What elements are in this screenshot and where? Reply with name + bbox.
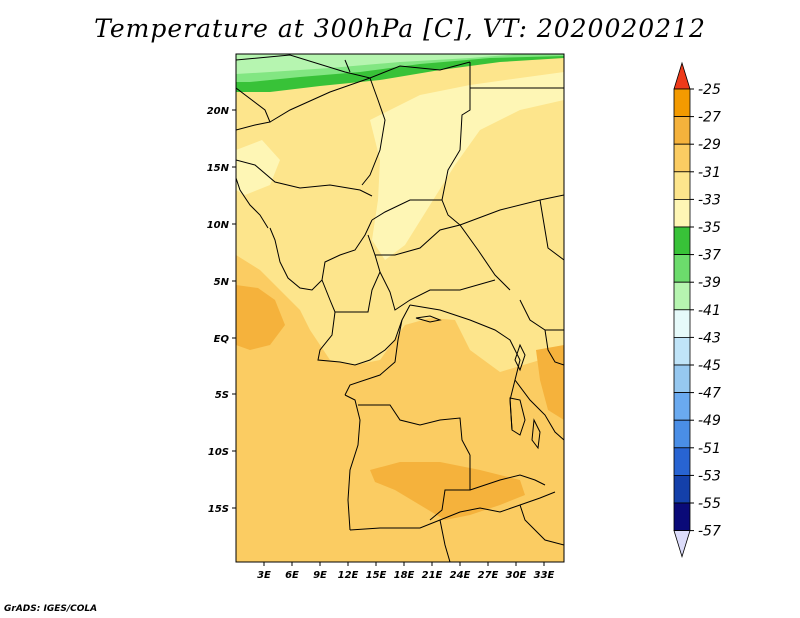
colorbar-swatch bbox=[673, 88, 691, 118]
colorbar-swatch bbox=[673, 364, 691, 394]
colorbar-label: -47 bbox=[698, 386, 721, 402]
lon-label: 27E bbox=[478, 570, 499, 581]
colorbar-label: -43 bbox=[698, 330, 721, 346]
colorbar-swatch bbox=[673, 143, 691, 173]
lon-label: 6E bbox=[285, 570, 299, 581]
lat-label: 10S bbox=[208, 447, 229, 458]
lat-axis bbox=[232, 109, 236, 509]
lat-label: 10N bbox=[207, 220, 230, 231]
colorbar-label: -53 bbox=[698, 468, 721, 484]
field-minus29-west bbox=[236, 285, 285, 350]
lat-label: 15S bbox=[208, 504, 229, 515]
colorbar-label: -51 bbox=[698, 441, 721, 457]
lon-axis bbox=[263, 562, 545, 566]
field-minus41-band bbox=[236, 54, 520, 74]
colorbar-label: -33 bbox=[698, 192, 721, 208]
lon-label: 18E bbox=[394, 570, 415, 581]
lon-label: 15E bbox=[366, 570, 387, 581]
lon-label: 24E bbox=[450, 570, 471, 581]
colorbar-label: -25 bbox=[698, 82, 721, 98]
lat-label: 5S bbox=[215, 390, 229, 401]
colorbar-swatch bbox=[673, 198, 691, 228]
colorbar-swatch bbox=[673, 171, 691, 200]
lon-label: 33E bbox=[534, 570, 555, 581]
lat-label: 15N bbox=[207, 163, 230, 174]
lon-label: 3E bbox=[257, 570, 271, 581]
lon-label: 21E bbox=[422, 570, 443, 581]
colorbar-label: -31 bbox=[698, 165, 721, 181]
colorbar-swatch bbox=[673, 474, 691, 504]
lon-label: 12E bbox=[338, 570, 359, 581]
lon-labels: 3E 6E 9E 12E 15E 18E 21E 24E 27E 30E 33E bbox=[257, 570, 554, 581]
lat-labels: 20N 15N 10N 5N EQ 5S 10S 15S bbox=[207, 106, 230, 515]
colorbar-swatch bbox=[673, 309, 691, 338]
colorbar: -25 -27 -29 -31 -33 -35 -37 -39 -41 -43 -45 -47 -49 -… bbox=[673, 61, 721, 558]
chart-title: Temperature at 300hPa [C], VT: 202002021… bbox=[94, 14, 706, 43]
map-frame bbox=[235, 53, 565, 563]
colorbar-label: -41 bbox=[698, 303, 721, 319]
colorbar-label: -37 bbox=[698, 248, 721, 264]
colorbar-swatch bbox=[673, 392, 691, 421]
colorbar-swatch bbox=[673, 254, 691, 283]
colorbar-label: -39 bbox=[698, 275, 721, 291]
colorbar-label: -29 bbox=[698, 137, 721, 153]
colorbar-label: -35 bbox=[698, 220, 721, 236]
colorbar-label: -57 bbox=[698, 524, 721, 540]
lat-label: EQ bbox=[214, 334, 230, 345]
colorbar-label: -55 bbox=[698, 496, 721, 512]
colorbar-swatch bbox=[673, 336, 691, 366]
colorbar-top-arrow bbox=[673, 61, 691, 90]
colorbar-swatch bbox=[673, 116, 691, 145]
colorbar-bottom-arrow bbox=[673, 530, 691, 558]
colorbar-swatch bbox=[673, 281, 691, 311]
lon-label: 30E bbox=[506, 570, 527, 581]
colorbar-label: -45 bbox=[698, 358, 721, 374]
colorbar-swatch bbox=[673, 502, 691, 532]
field-minus35-streak bbox=[370, 72, 564, 260]
colorbar-swatch bbox=[673, 226, 691, 256]
temperature-field bbox=[236, 54, 564, 562]
lat-label: 20N bbox=[207, 106, 230, 117]
colorbar-swatch bbox=[673, 447, 691, 476]
colorbar-label: -27 bbox=[698, 110, 721, 126]
colorbar-label: -49 bbox=[698, 413, 721, 429]
field-minus29-east bbox=[536, 345, 564, 420]
colorbar-swatch bbox=[673, 419, 691, 449]
lat-label: 5N bbox=[214, 277, 230, 288]
lon-label: 9E bbox=[313, 570, 327, 581]
field-minus29-south bbox=[370, 462, 525, 520]
footer-credit: GrADS: IGES/COLA bbox=[4, 604, 98, 614]
country-borders bbox=[236, 54, 564, 562]
